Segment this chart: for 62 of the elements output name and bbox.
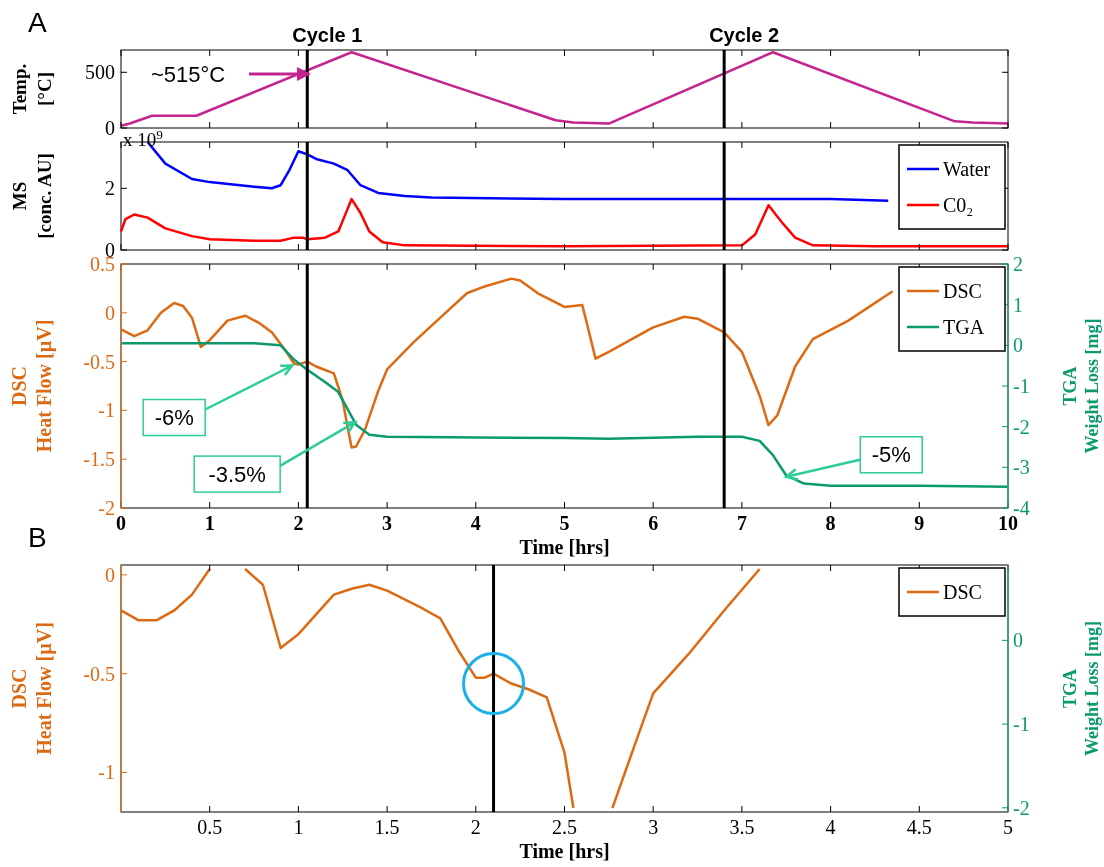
legend-label: Water <box>943 158 991 180</box>
y2-axis-title: TGA Weight Loss [mg] <box>1060 621 1102 756</box>
chart-title: B <box>28 522 47 553</box>
y2-tick-label: -1 <box>1013 713 1030 736</box>
y2-tick-label: -3 <box>1013 456 1030 479</box>
x-tick-label: 6 <box>648 512 659 534</box>
y-tick-label: 0 <box>105 563 115 586</box>
x-tick-label: 9 <box>914 512 925 534</box>
x-tick-label: 4 <box>470 512 481 534</box>
y-tick-label: -0.5 <box>83 350 115 373</box>
y2-tick-label: 2 <box>1013 253 1023 275</box>
x-tick-label: 4.5 <box>906 816 932 838</box>
y-axis-title: DSC Heat Flow [µV] <box>8 319 56 453</box>
annotation: -3.5% <box>208 461 266 487</box>
chart-title: A <box>28 7 47 38</box>
y-axis-title: Temp. [°C] <box>9 63 55 115</box>
annotation: -5% <box>871 442 911 468</box>
x-tick-label: 3 <box>382 512 393 534</box>
x-tick-label: 5 <box>559 512 570 534</box>
y2-tick-label: 0 <box>1013 334 1023 357</box>
y-axis-title: MS [conc. AU] <box>9 153 55 239</box>
legend-label: C0₂ <box>943 194 974 216</box>
x-tick-label: 2 <box>470 816 481 838</box>
y-axis-title: DSC Heat Flow [µV] <box>8 622 56 755</box>
x-tick-label: 5 <box>1003 816 1013 838</box>
x-axis-title: Time [hrs] <box>519 536 610 558</box>
y-tick-label: 2 <box>105 177 115 200</box>
x-tick-label: 3 <box>648 816 659 838</box>
x-tick-label: 7 <box>736 512 747 534</box>
x-tick-label: 0.5 <box>197 816 223 838</box>
y-tick-label: -2 <box>98 497 115 519</box>
annotation: ~515°C <box>151 61 226 87</box>
y-tick-label: -1 <box>98 399 115 422</box>
x-tick-label: 2.5 <box>552 816 577 838</box>
y2-tick-label: 0 <box>1013 629 1023 652</box>
y-tick-label: 0 <box>105 117 115 139</box>
x-axis-title: Time [hrs] <box>519 840 610 862</box>
y-tick-label: -0.5 <box>83 662 115 685</box>
x-tick-label: 8 <box>825 512 836 534</box>
annotation: -6% <box>154 405 194 431</box>
y-tick-label: 500 <box>85 61 115 84</box>
y-tick-label: -1.5 <box>83 448 115 471</box>
x-tick-label: 10 <box>998 512 1018 534</box>
x-tick-label: 1 <box>293 816 304 838</box>
legend-label: DSC <box>943 280 982 302</box>
x-tick-label: 3.5 <box>729 816 755 838</box>
y2-tick-label: -1 <box>1013 375 1030 397</box>
y-tick-label: 0 <box>105 301 115 324</box>
x-tick-label: 2 <box>293 512 304 534</box>
x-tick-label: 1.5 <box>374 816 400 838</box>
y2-tick-label: 1 <box>1013 293 1023 316</box>
ref-line-label: Cycle 2 <box>709 24 780 46</box>
y2-tick-label: -2 <box>1013 796 1030 819</box>
y2-axis-title: TGA Weight Loss [mg] <box>1060 318 1102 454</box>
x-tick-label: 4 <box>825 816 836 838</box>
annotation: x 10$^{9}$ <box>123 126 164 150</box>
legend-label: DSC <box>943 581 982 603</box>
y-tick-label: -1 <box>98 761 115 784</box>
x-tick-label: 1 <box>204 512 215 534</box>
ref-line-label: Cycle 1 <box>292 24 363 46</box>
legend-label: TGA <box>943 316 985 338</box>
y2-tick-label: -2 <box>1013 415 1030 438</box>
